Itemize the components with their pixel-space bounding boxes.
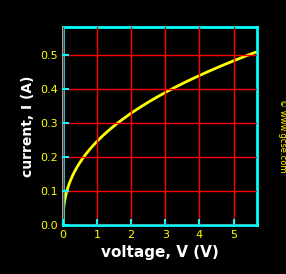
- X-axis label: voltage, V (V): voltage, V (V): [101, 245, 219, 260]
- Text: © www.gcse.com: © www.gcse.com: [278, 99, 286, 173]
- Y-axis label: current, I (A): current, I (A): [21, 75, 35, 177]
